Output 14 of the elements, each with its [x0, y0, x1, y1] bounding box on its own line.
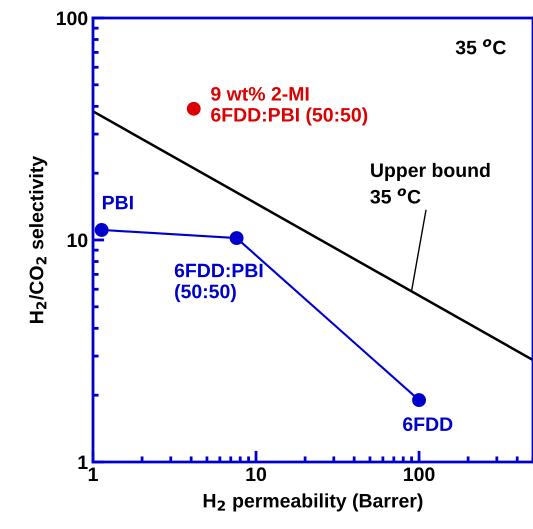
annotation: 9 wt% 2-MI 6FDD:PBI (50:50) — [211, 86, 368, 126]
x-axis-title: H$_{2}$ permeability (Barrer) — [204, 493, 422, 512]
y-tick-label: 100 — [56, 11, 88, 26]
annotation: 6FDD:PBI (50:50) — [174, 264, 262, 302]
x-tick-label: 10 — [246, 467, 266, 482]
y-tick-label: 10 — [68, 233, 88, 248]
y-axis-title: H$_{2}$/CO$_{2}$ selectivity — [29, 156, 48, 323]
x-tick-label: 1 — [88, 468, 98, 481]
annotation: Upper bound 35 $^{o}$C — [370, 162, 490, 204]
annotation: 35 $^{o}$C — [456, 39, 506, 54]
y-tick-label: 1 — [78, 456, 88, 470]
annotation: PBI — [102, 196, 133, 210]
annotation: 6FDD — [403, 417, 452, 432]
x-tick-label: 100 — [404, 467, 434, 482]
